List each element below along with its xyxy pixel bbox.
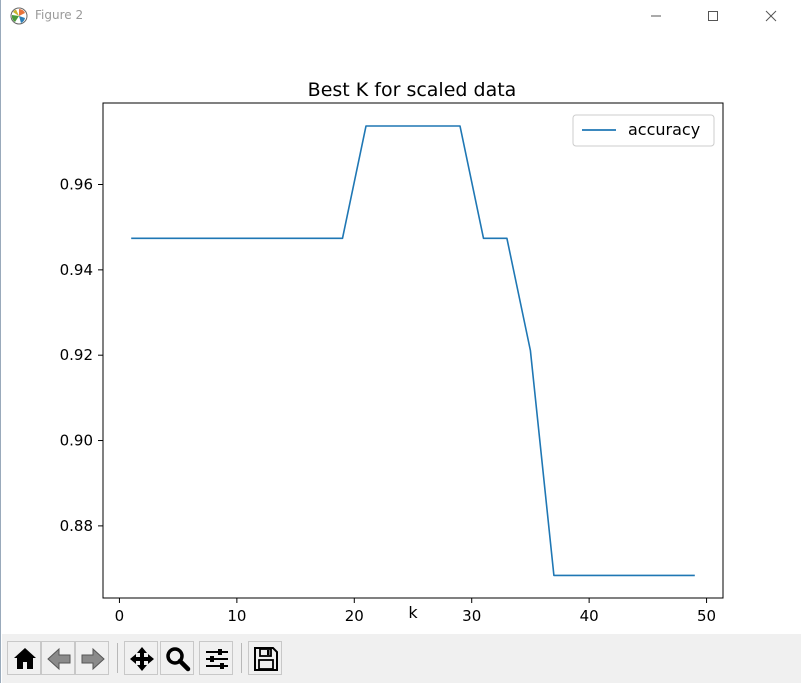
y-tick-label: 0.92 — [60, 346, 93, 364]
x-tick-label: 50 — [697, 607, 716, 625]
matplotlib-logo-icon — [10, 7, 28, 25]
x-tick-label: 40 — [580, 607, 599, 625]
accuracy-series-line — [131, 125, 695, 577]
y-tick-label: 0.96 — [60, 176, 93, 194]
zoom-button[interactable] — [160, 641, 194, 675]
legend: accuracy — [572, 114, 715, 147]
back-button[interactable] — [41, 641, 75, 675]
y-tick-label: 0.90 — [60, 432, 93, 450]
legend-frame — [572, 114, 715, 147]
save-button[interactable] — [248, 641, 282, 675]
configure-subplots-button[interactable] — [199, 641, 233, 675]
y-axis: 0.88 0.90 0.92 0.94 0.96 — [60, 176, 103, 535]
home-icon — [14, 648, 36, 669]
x-tick-label: 10 — [227, 607, 246, 625]
title-bar[interactable]: Figure 2 — [1, 0, 801, 32]
figure-canvas[interactable]: Best K for scaled data 0 10 20 30 40 50 0.88 0… — [2, 32, 801, 634]
arrow-right-icon — [81, 647, 105, 671]
arrow-left-icon — [47, 647, 71, 671]
home-button[interactable] — [7, 641, 41, 675]
chart-title: Best K for scaled data — [308, 79, 517, 101]
close-button[interactable] — [748, 0, 794, 32]
toolbar-separator — [241, 643, 242, 673]
magnifier-icon — [166, 647, 191, 672]
x-axis-label: k — [408, 603, 418, 622]
navigation-toolbar — [2, 634, 801, 683]
legend-entry-accuracy: accuracy — [628, 120, 700, 139]
sliders-icon — [206, 649, 228, 669]
maximize-icon — [708, 11, 718, 21]
window-title: Figure 2 — [35, 8, 84, 22]
toolbar-separator — [117, 643, 118, 673]
move-icon — [130, 647, 154, 671]
forward-button[interactable] — [75, 641, 109, 675]
close-icon — [765, 10, 777, 22]
x-axis: 0 10 20 30 40 50 — [115, 598, 716, 625]
maximize-button[interactable] — [690, 0, 736, 32]
line-chart[interactable]: Best K for scaled data 0 10 20 30 40 50 0.880… — [2, 32, 801, 634]
x-tick-label: 20 — [345, 607, 364, 625]
plot-area — [102, 102, 724, 599]
minimize-icon — [651, 15, 661, 17]
x-tick-label: 0 — [115, 607, 125, 625]
y-tick-label: 0.94 — [60, 261, 93, 279]
floppy-disk-icon — [254, 647, 278, 671]
pan-button[interactable] — [124, 641, 158, 675]
x-tick-label: 30 — [462, 607, 481, 625]
minimize-button[interactable] — [633, 0, 679, 32]
y-tick-label: 0.88 — [60, 517, 93, 535]
